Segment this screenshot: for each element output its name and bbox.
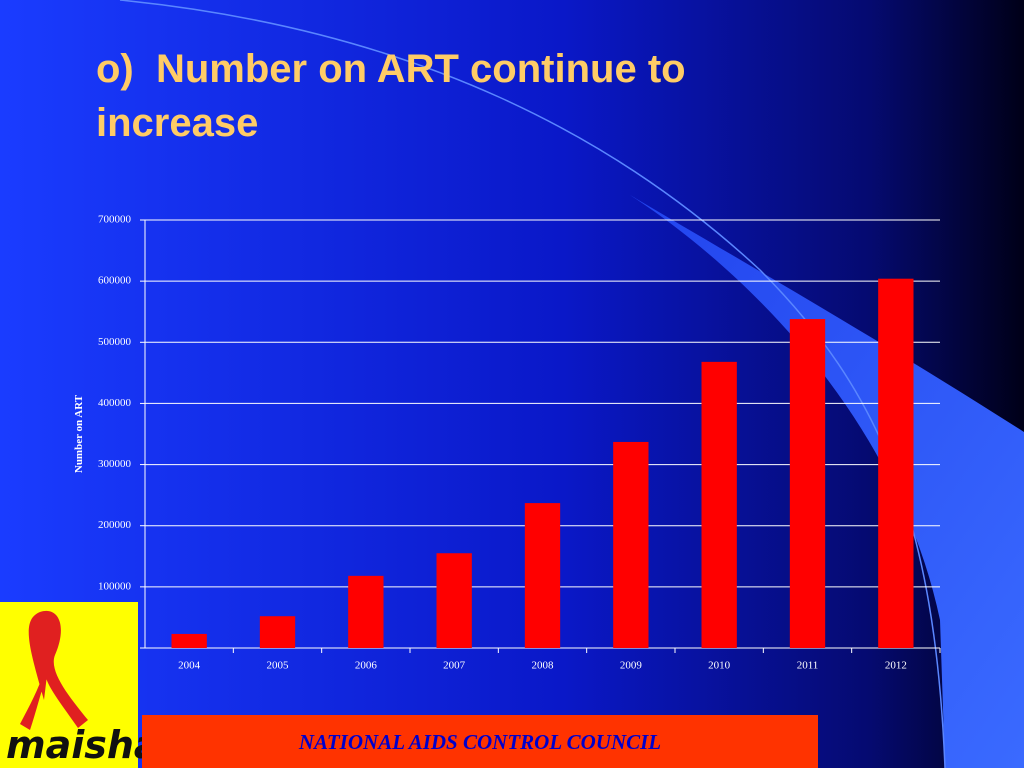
x-tick-label: 2008: [532, 660, 555, 672]
logo-box: [0, 602, 138, 768]
bar: [436, 553, 472, 648]
x-tick-label: 2011: [797, 660, 819, 672]
x-tick-label: 2009: [620, 660, 643, 672]
ribbon-icon: [20, 610, 88, 730]
bar: [613, 441, 649, 648]
x-tick-label: 2012: [885, 660, 907, 672]
y-tick-label: 300000: [98, 458, 132, 470]
decorative-swoosh: [630, 195, 1024, 768]
bar: [701, 361, 737, 648]
y-tick-label: 500000: [98, 336, 132, 348]
footer-text: NATIONAL AIDS CONTROL COUNCIL: [298, 730, 661, 754]
y-tick-label: 200000: [98, 519, 132, 531]
x-tick-label: 2007: [443, 660, 466, 672]
x-tick-label: 2010: [708, 660, 731, 672]
slide-title: o) Number on ART continue to increase: [96, 47, 686, 145]
bar: [259, 616, 296, 648]
y-tick-label: 600000: [98, 275, 132, 287]
bar: [789, 319, 826, 648]
y-tick-label: 700000: [98, 214, 132, 226]
x-tick-label: 2006: [355, 660, 378, 672]
bar: [524, 503, 561, 648]
y-axis-title: Number on ART: [73, 394, 85, 473]
decorative-curve: [119, 0, 946, 768]
plot-area: 0100000200000300000400000500000600000700…: [73, 214, 941, 672]
y-tick-label: 100000: [98, 580, 132, 592]
bar: [878, 278, 914, 648]
bar: [348, 575, 384, 648]
x-tick-label: 2005: [267, 660, 290, 672]
footer-box: [142, 715, 818, 768]
x-tick-label: 2004: [178, 660, 201, 672]
y-tick-label: 400000: [98, 397, 132, 409]
bar: [171, 633, 207, 648]
